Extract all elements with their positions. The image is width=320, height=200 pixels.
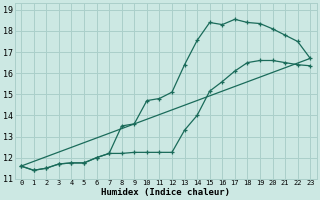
X-axis label: Humidex (Indice chaleur): Humidex (Indice chaleur) [101, 188, 230, 197]
